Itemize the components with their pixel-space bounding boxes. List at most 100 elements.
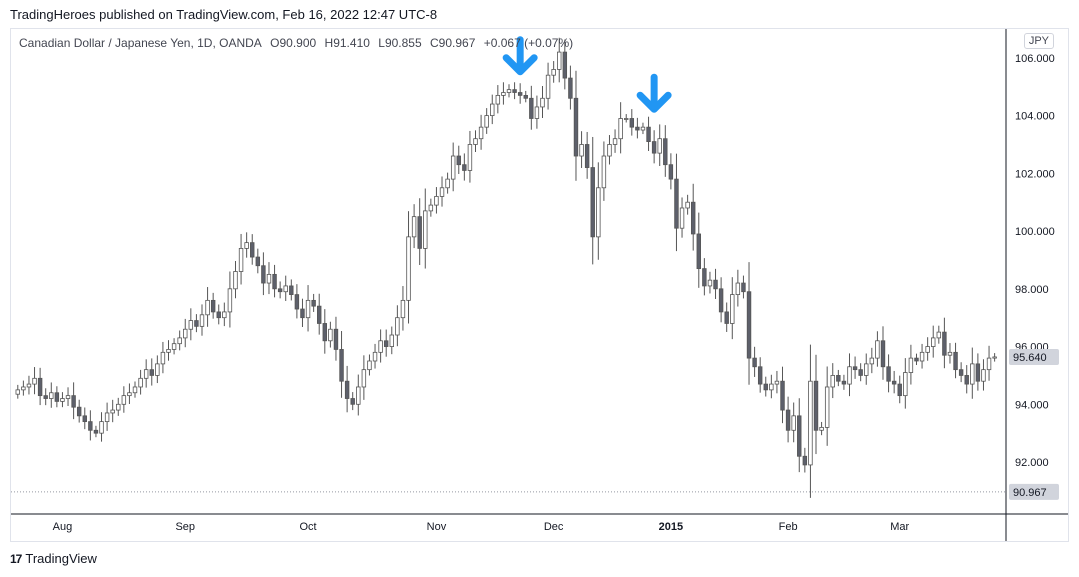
candle <box>93 425 99 438</box>
candle <box>931 325 936 358</box>
candle <box>333 316 339 361</box>
candle <box>266 262 272 295</box>
candle <box>819 421 824 436</box>
symbol-name[interactable]: Canadian Dollar / Japanese Yen, 1D, OAND… <box>19 36 262 50</box>
candle <box>294 284 300 319</box>
candle-body <box>244 242 249 249</box>
candle <box>160 341 166 374</box>
ohlc-close: C90.967 <box>430 36 476 50</box>
candle <box>305 285 311 332</box>
candle <box>478 114 484 150</box>
candle <box>746 262 752 385</box>
chart-legend: Canadian Dollar / Japanese Yen, 1D, OAND… <box>19 36 578 50</box>
candle-body <box>339 349 344 382</box>
candle-body <box>919 351 925 362</box>
candle-body <box>724 311 729 324</box>
candle <box>903 358 908 409</box>
candle <box>545 62 551 110</box>
chart-panel[interactable]: 92.000 94.000 96.000 98.000 100.000 102.000 10… <box>10 28 1069 542</box>
candle <box>406 211 411 324</box>
candle-body <box>746 291 752 359</box>
candle <box>65 387 71 407</box>
candle-body <box>568 77 573 99</box>
candle <box>629 109 635 136</box>
candle <box>378 329 383 363</box>
candle <box>110 399 115 423</box>
candle-body <box>389 334 394 347</box>
candle-body <box>383 340 389 347</box>
candle <box>886 354 891 393</box>
candle <box>283 275 288 301</box>
candle <box>942 317 947 369</box>
y-tick-label: 92.000 <box>1015 457 1049 469</box>
candle-body <box>210 299 216 313</box>
candle <box>395 305 400 347</box>
candle <box>367 354 372 376</box>
candle <box>490 94 495 125</box>
candle-body <box>824 386 830 428</box>
candle <box>908 344 914 385</box>
candle <box>970 347 975 399</box>
candle-body <box>495 94 501 105</box>
candle <box>210 292 216 319</box>
y-tick-label: 102.000 <box>1015 168 1055 180</box>
currency-badge[interactable]: JPY <box>1023 33 1054 49</box>
candle-body <box>942 331 947 356</box>
candle <box>462 153 467 181</box>
candlestick-chart[interactable]: 92.00094.00096.00098.000100.000102.00010… <box>11 29 1068 541</box>
candle-body <box>406 236 411 301</box>
candle <box>177 330 182 351</box>
candle-body <box>780 380 785 411</box>
candle-body <box>992 356 997 359</box>
candle <box>557 37 562 83</box>
ohlc-high: H91.410 <box>324 36 370 50</box>
candle-body <box>26 383 32 388</box>
candle <box>685 194 690 215</box>
candle <box>423 188 428 269</box>
candle-body <box>763 383 768 391</box>
candle <box>601 141 607 201</box>
y-tick-label: 94.000 <box>1015 399 1049 411</box>
candle <box>925 337 930 361</box>
candle-body <box>797 415 802 457</box>
tradingview-brand[interactable]: 17 TradingView <box>10 551 97 566</box>
candle <box>551 61 556 83</box>
candle <box>752 346 757 377</box>
candle-body <box>573 97 579 157</box>
candle-body <box>925 346 930 353</box>
candle-body <box>757 366 763 385</box>
candle-body <box>222 311 227 319</box>
x-tick-label: Feb <box>779 521 798 533</box>
candle <box>222 302 227 327</box>
candle-body <box>769 383 774 391</box>
candle-body <box>791 415 796 431</box>
candle-body <box>858 369 863 376</box>
candle-body <box>289 285 294 295</box>
candle <box>76 399 82 423</box>
candle <box>540 86 545 118</box>
candle <box>975 353 981 391</box>
candle-body <box>880 340 886 368</box>
candle <box>646 116 651 151</box>
candle <box>953 342 958 379</box>
candle-body <box>629 118 635 128</box>
candle-body <box>981 369 986 382</box>
candle <box>361 355 367 400</box>
candle-body <box>735 282 741 295</box>
candle-body <box>490 103 495 117</box>
candle-body <box>378 340 383 353</box>
candle <box>841 374 847 390</box>
candle-body <box>456 155 461 166</box>
candle-body <box>32 377 37 385</box>
candle-body <box>60 398 65 402</box>
candle-body <box>37 377 43 397</box>
candle <box>847 353 852 397</box>
candle-body <box>227 288 233 313</box>
arrow-head <box>502 54 538 76</box>
y-tick-label: 104.000 <box>1015 111 1055 123</box>
candle-body <box>501 92 506 96</box>
candle <box>624 114 629 123</box>
candle-body <box>283 285 288 293</box>
candle <box>188 308 194 341</box>
candle-body <box>261 265 266 284</box>
